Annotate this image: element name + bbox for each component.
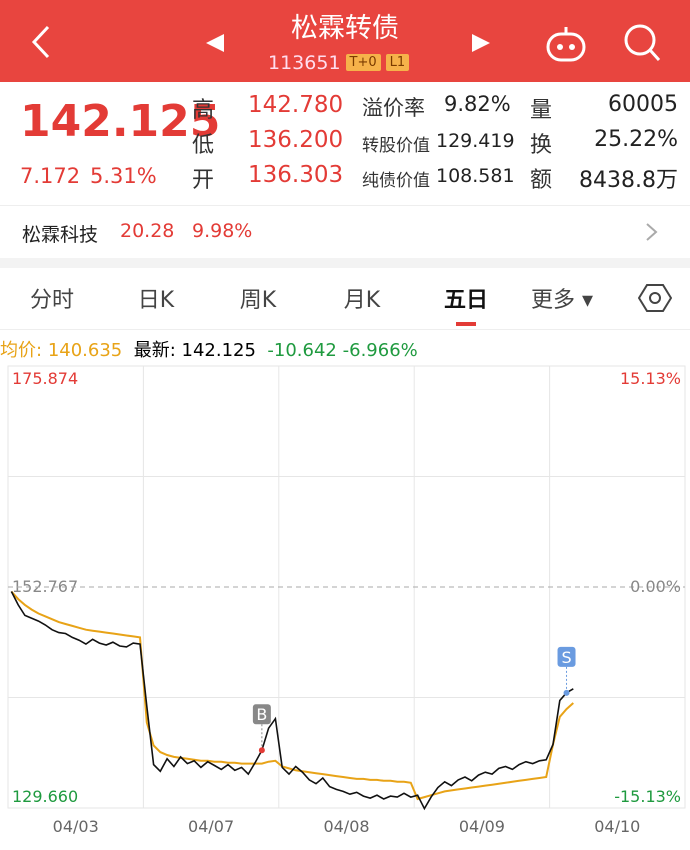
avg-label: 均价: (0, 340, 43, 361)
trade-value: 8438.8万 (579, 168, 678, 193)
stat-label: 开 (192, 168, 215, 193)
marker-label: B (256, 705, 267, 724)
chevron[interactable] (645, 222, 659, 242)
tab[interactable]: 周K (239, 288, 277, 313)
change-pct: -6.966% (342, 340, 418, 361)
tab-underline (456, 322, 476, 326)
price-line (10, 591, 574, 811)
settings-icon[interactable] (638, 282, 672, 314)
tab[interactable]: 分时 (29, 288, 74, 313)
y-tick-label: 175.874 (12, 369, 78, 388)
stat-value: 136.303 (248, 162, 344, 188)
underlying-price: 20.28 (120, 220, 175, 242)
robot-icon[interactable] (544, 24, 588, 64)
change: 7.172 (20, 164, 81, 188)
info-row: 均价: 140.635 最新: 142.125 -10.642 -6.966% (0, 336, 418, 362)
trade-value: 25.22% (594, 127, 678, 152)
latest-label: 最新: (133, 340, 176, 361)
trade-label: 量 (530, 98, 553, 123)
marker-dot (258, 747, 265, 754)
divider (0, 205, 690, 206)
change: -10.642 (267, 340, 337, 361)
y2-tick-label: -15.13% (614, 787, 681, 806)
marker-label: S (561, 648, 571, 667)
price: 142.125 (20, 96, 221, 147)
metric-value: 9.82% (444, 92, 511, 116)
stat-value: 136.200 (248, 127, 344, 153)
separator (0, 258, 690, 268)
underlying-name[interactable]: 松霖科技 (22, 224, 99, 246)
stat-value: 142.780 (248, 92, 344, 118)
metric-value: 108.581 (436, 165, 515, 187)
price-line (10, 590, 574, 801)
code-row: 113651 T+0 L1 (268, 52, 410, 74)
stat-label: 高 (192, 98, 215, 123)
chart: 04/03 04/07 04/08 04/09 04/10129.660152.7671… (7, 365, 686, 836)
trade-label: 额 (530, 168, 553, 193)
trade-label: 换 (530, 133, 553, 158)
title: 松霖转债 (291, 13, 399, 44)
marker-badge (252, 704, 271, 725)
latest: 142.125 (181, 340, 256, 361)
code: 113651 (268, 52, 341, 74)
metric-label: 溢价率 (362, 96, 425, 120)
tab[interactable]: 月K (343, 288, 381, 313)
prev-button[interactable] (204, 32, 226, 54)
y2-tick-label: 0.00% (630, 577, 681, 596)
divider (0, 329, 690, 330)
x-tick-label: 04/07 (188, 817, 234, 836)
trade-value: 60005 (608, 92, 678, 117)
x-tick-label: 04/03 (53, 817, 99, 836)
back-button[interactable] (28, 24, 54, 60)
header: 松霖转债 113651 T+0 L1 (0, 0, 690, 82)
badge: T+0 (345, 54, 381, 71)
tab[interactable]: 更多 ▾ (530, 288, 594, 313)
metric-value: 129.419 (436, 130, 515, 152)
x-tick-label: 04/10 (594, 817, 640, 836)
change-pct: 5.31% (90, 164, 157, 188)
stat-label: 低 (192, 133, 215, 158)
tab[interactable]: 五日 (443, 288, 488, 313)
metric-label: 转股价值 (362, 136, 430, 156)
tab[interactable]: 日K (137, 288, 175, 313)
y-tick-label: 129.660 (12, 787, 78, 806)
y2-tick-label: 15.13% (620, 369, 681, 388)
badge: L1 (385, 54, 410, 71)
x-tick-label: 04/09 (459, 817, 505, 836)
search-icon[interactable] (622, 22, 662, 64)
next-button[interactable] (470, 32, 492, 54)
x-tick-label: 04/08 (323, 817, 369, 836)
marker-dot (563, 689, 570, 696)
underlying-pct: 9.98% (192, 220, 253, 242)
marker-badge (557, 646, 576, 667)
metric-label: 纯债价值 (362, 171, 430, 191)
avg: 140.635 (47, 340, 123, 361)
